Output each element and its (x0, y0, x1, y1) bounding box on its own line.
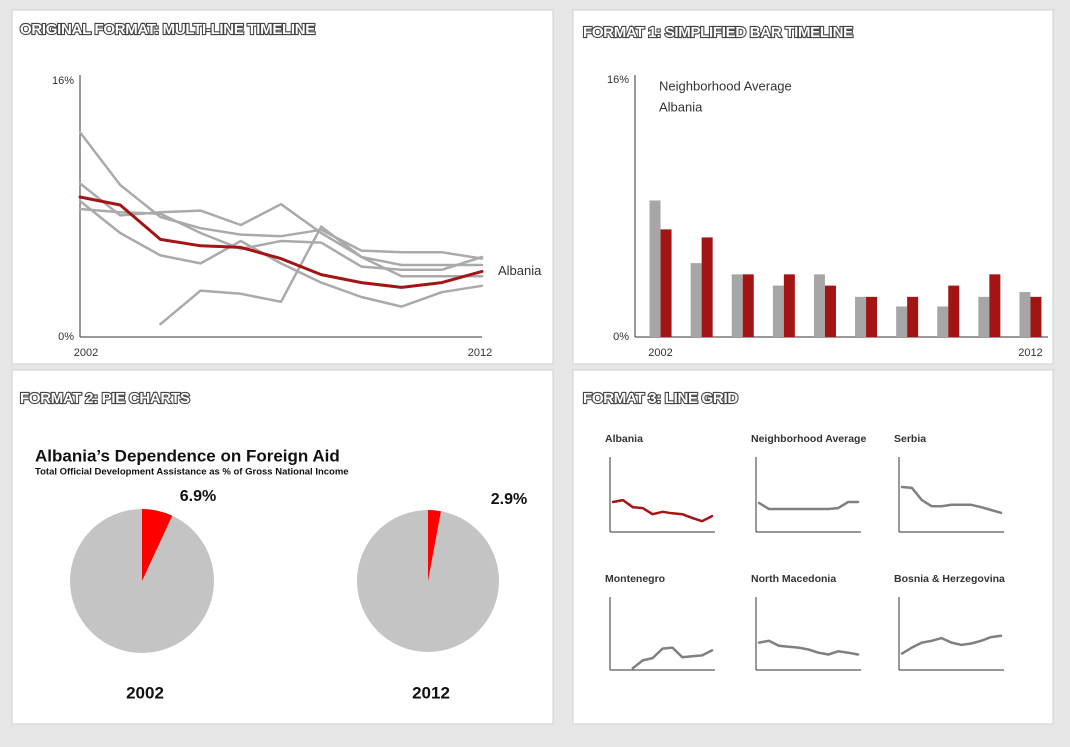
chart-subtitle: Total Official Development Assistance as… (35, 467, 349, 478)
line (900, 634, 1003, 655)
panel-heading: FORMAT 1: SIMPLIFIED BAR TIMELINE (583, 24, 853, 41)
bar (855, 296, 867, 337)
line (631, 646, 714, 670)
line (159, 225, 484, 326)
bar (866, 296, 878, 337)
multiple-title: Albania (605, 433, 643, 445)
panel (11, 9, 554, 365)
bar (989, 274, 1001, 337)
multiple-title: Montenegro (605, 573, 665, 585)
bar (978, 296, 990, 337)
bar (896, 306, 908, 337)
category-label: 2002 (126, 683, 164, 702)
line (611, 498, 714, 523)
panel-heading: FORMAT 2: PIE CHARTS (20, 390, 190, 407)
multiple-title: Serbia (894, 433, 926, 445)
pie-slice (428, 510, 441, 581)
panel-heading: FORMAT 3: LINE GRID (583, 390, 738, 407)
bar (813, 274, 825, 337)
x-tick-label: 2002 (74, 347, 98, 359)
multiple-title: North Macedonia (751, 573, 836, 585)
panel-heading: ORIGINAL FORMAT: MULTI-LINE TIMELINE (20, 21, 315, 38)
bar (783, 274, 795, 337)
y-tick-label: 16% (607, 74, 629, 86)
y-tick-label: 0% (613, 331, 629, 343)
line-label: Albania (498, 263, 542, 278)
x-tick-label: 2002 (648, 347, 672, 359)
x-tick-label: 2012 (468, 347, 492, 359)
bar (701, 237, 713, 337)
bar (690, 263, 702, 337)
bar (649, 200, 661, 337)
bar (660, 229, 672, 337)
line (78, 199, 484, 308)
y-tick-label: 16% (52, 75, 74, 87)
bar (824, 285, 836, 337)
bar (742, 274, 754, 337)
value-label: 2.9% (491, 491, 527, 508)
panel (572, 369, 1054, 725)
bar (731, 274, 743, 337)
y-tick-label: 0% (58, 331, 74, 343)
bar (1030, 296, 1042, 337)
value-label: 6.9% (180, 488, 216, 505)
legend-label: Neighborhood Average (659, 78, 792, 93)
bar (907, 296, 919, 337)
bar (937, 306, 949, 337)
legend-label: Albania (659, 99, 703, 114)
line (78, 207, 484, 272)
pie-slice (142, 509, 173, 581)
x-tick-label: 2012 (1018, 347, 1042, 359)
chart-title: Albania’s Dependence on Foreign Aid (35, 446, 340, 465)
category-label: 2012 (412, 683, 450, 702)
line (78, 195, 484, 289)
multiple-title: Bosnia & Herzegovina (894, 573, 1005, 585)
line (78, 130, 484, 260)
line (757, 639, 860, 656)
line (757, 500, 860, 511)
line (900, 485, 1003, 515)
bar (948, 285, 960, 337)
bar (772, 285, 784, 337)
multiple-title: Neighborhood Average (751, 433, 866, 445)
bar (1019, 292, 1031, 337)
